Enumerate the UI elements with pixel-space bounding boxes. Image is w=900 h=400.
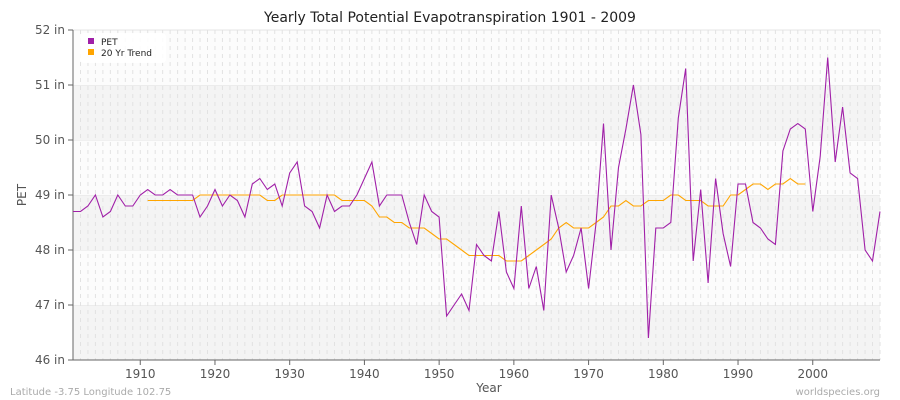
x-axis-label: Year	[475, 381, 501, 395]
x-tick-label: 1930	[274, 367, 305, 381]
y-tick-label: 48 in	[35, 243, 65, 257]
legend-swatch-pet	[88, 38, 94, 44]
legend-swatch-trend	[88, 49, 94, 55]
location-label: Latitude -3.75 Longitude 102.75	[10, 387, 171, 398]
y-tick-label: 51 in	[35, 78, 65, 92]
x-tick-label: 1950	[424, 367, 455, 381]
y-axis-label: PET	[15, 183, 29, 206]
trend-line	[147, 177, 806, 262]
chart-title: Yearly Total Potential Evapotranspiratio…	[263, 10, 636, 26]
pet-line	[73, 57, 881, 339]
x-tick-label: 1990	[723, 367, 754, 381]
y-tick-label: 52 in	[35, 23, 65, 37]
y-tick-label: 46 in	[35, 353, 65, 367]
x-tick-label: 2000	[797, 367, 828, 381]
x-tick-label: 1980	[648, 367, 679, 381]
x-tick-label: 1920	[200, 367, 231, 381]
legend: PET 20 Yr Trend	[80, 33, 166, 63]
y-tick-label: 47 in	[35, 298, 65, 312]
source-label: worldspecies.org	[796, 387, 880, 398]
y-tick-label: 50 in	[35, 133, 65, 147]
x-tick-label: 1910	[125, 367, 156, 381]
legend-label-trend: 20 Yr Trend	[101, 49, 152, 59]
x-tick-label: 1960	[499, 367, 530, 381]
x-tick-label: 1940	[349, 367, 380, 381]
y-tick-label: 49 in	[35, 188, 65, 202]
x-tick-label: 1970	[573, 367, 604, 381]
legend-label-pet: PET	[101, 38, 118, 48]
